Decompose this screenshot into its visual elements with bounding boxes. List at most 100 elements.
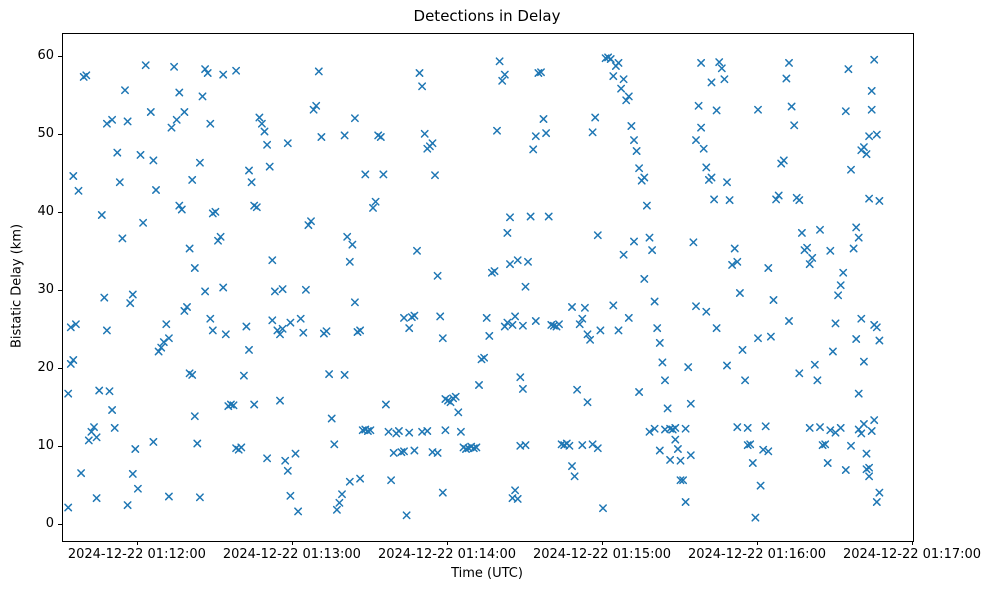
scatter-point — [748, 459, 757, 467]
scatter-point — [743, 423, 752, 432]
scatter-point — [865, 472, 874, 481]
scatter-point — [723, 178, 731, 187]
scatter-point — [692, 136, 700, 145]
scatter-point — [658, 358, 667, 367]
scatter-point — [790, 121, 799, 130]
scatter-point — [679, 476, 688, 485]
scatter-point — [164, 334, 173, 343]
scatter-point — [614, 58, 623, 67]
scatter-point — [578, 314, 587, 323]
scatter-point — [263, 140, 272, 149]
scatter-point — [472, 443, 481, 452]
scatter-point — [870, 320, 879, 329]
scatter-point — [640, 173, 649, 182]
scatter-point — [503, 228, 512, 237]
scatter-point — [671, 423, 680, 432]
scatter-point — [276, 396, 284, 405]
scatter-point — [671, 435, 680, 444]
scatter-point — [779, 156, 788, 165]
scatter-point — [64, 503, 73, 512]
scatter-point — [717, 64, 726, 73]
scatter-point — [686, 451, 695, 460]
scatter-point — [544, 212, 553, 221]
scatter-point — [188, 370, 197, 379]
scatter-point — [859, 420, 868, 428]
scatter-point — [630, 136, 638, 145]
scatter-point — [622, 96, 631, 105]
scatter-point — [438, 334, 447, 343]
scatter-point — [591, 113, 600, 122]
scatter-point — [849, 244, 858, 253]
scatter-point — [263, 454, 272, 463]
scatter-point — [309, 105, 318, 114]
scatter-point — [795, 196, 804, 205]
scatter-point — [405, 324, 414, 333]
scatter-point — [500, 322, 509, 331]
scatter-point — [268, 316, 277, 325]
scatter-point — [162, 320, 171, 329]
scatter-point — [689, 238, 698, 247]
scatter-point — [655, 446, 664, 455]
scatter-point — [371, 197, 380, 206]
scatter-point — [609, 72, 618, 81]
scatter-point — [296, 314, 305, 323]
scatter-point — [506, 213, 514, 222]
x-tick-mark — [447, 541, 448, 545]
scatter-point — [454, 408, 463, 417]
scatter-point — [216, 232, 225, 241]
y-tick-mark — [58, 290, 62, 292]
scatter-point — [255, 113, 264, 122]
scatter-point — [69, 356, 78, 364]
scatter-point — [578, 441, 587, 450]
scatter-point — [702, 307, 711, 316]
scatter-point — [648, 246, 657, 255]
scatter-point — [84, 436, 93, 445]
scatter-point — [322, 327, 331, 336]
scatter-point — [865, 194, 874, 203]
scatter-point — [614, 326, 623, 335]
scatter-point — [857, 314, 866, 323]
scatter-point — [219, 283, 228, 292]
scatter-point — [294, 507, 303, 516]
scatter-point — [369, 203, 377, 212]
scatter-point — [852, 223, 861, 232]
scatter-point — [340, 131, 349, 140]
scatter-point — [115, 178, 124, 187]
scatter-point — [728, 260, 737, 269]
scatter-point — [413, 246, 421, 255]
scatter-point — [733, 423, 742, 432]
x-tick-mark — [602, 541, 603, 545]
scatter-point — [555, 320, 563, 329]
scatter-point — [490, 267, 499, 276]
scatter-plot — [64, 53, 884, 522]
scatter-point — [805, 423, 814, 432]
scatter-point — [307, 217, 315, 226]
scatter-point — [503, 318, 512, 327]
scatter-point — [513, 494, 522, 503]
scatter-point — [387, 476, 396, 485]
scatter-point — [281, 456, 290, 465]
scatter-point — [356, 326, 365, 335]
scatter-point — [529, 145, 538, 154]
scatter-point — [537, 68, 545, 77]
scatter-point — [92, 433, 101, 442]
scatter-point — [133, 484, 142, 493]
scatter-point — [862, 150, 871, 159]
scatter-point — [108, 115, 117, 124]
scatter-point — [593, 444, 602, 453]
scatter-point — [206, 119, 215, 128]
scatter-point — [175, 88, 184, 97]
scatter-point — [624, 313, 633, 322]
scatter-point — [867, 105, 876, 114]
scatter-point — [673, 445, 682, 453]
scatter-point — [237, 443, 246, 452]
scatter-point — [260, 127, 269, 136]
scatter-point — [317, 133, 326, 141]
scatter-point — [666, 455, 675, 464]
scatter-point — [875, 488, 884, 497]
scatter-point — [831, 428, 840, 437]
y-tick-mark — [58, 56, 62, 58]
scatter-point — [766, 332, 775, 341]
scatter-point — [356, 474, 365, 483]
